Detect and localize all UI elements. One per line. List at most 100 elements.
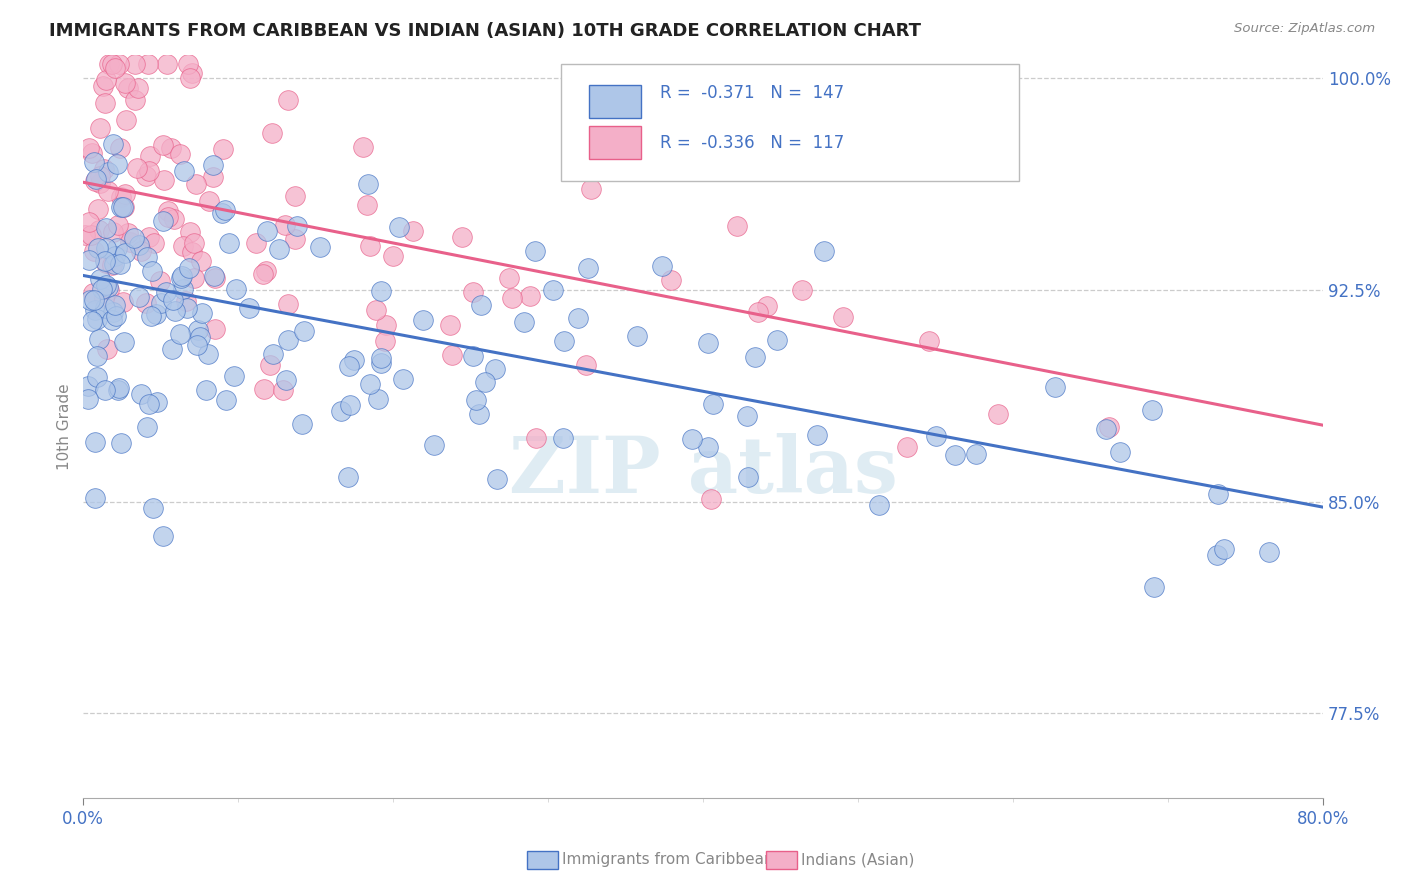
Point bbox=[107, 383, 129, 397]
Point bbox=[987, 407, 1010, 421]
Point bbox=[176, 56, 198, 70]
Point bbox=[105, 241, 128, 255]
Point bbox=[127, 81, 149, 95]
Point bbox=[89, 169, 111, 183]
Point bbox=[135, 296, 157, 310]
Point bbox=[211, 206, 233, 220]
Point bbox=[163, 303, 186, 318]
Point bbox=[179, 260, 201, 275]
Point bbox=[101, 313, 124, 327]
Point bbox=[108, 257, 131, 271]
Point bbox=[104, 249, 127, 263]
Point bbox=[86, 370, 108, 384]
Point bbox=[157, 204, 180, 219]
Point bbox=[468, 408, 491, 422]
Point bbox=[97, 164, 120, 178]
Point bbox=[274, 373, 297, 387]
Point bbox=[284, 189, 307, 203]
Point bbox=[84, 491, 107, 506]
Point bbox=[136, 251, 159, 265]
Point bbox=[1212, 541, 1234, 556]
Point bbox=[163, 212, 186, 227]
Point bbox=[269, 242, 291, 256]
Point bbox=[359, 376, 381, 391]
Point bbox=[392, 372, 415, 386]
Point bbox=[1205, 549, 1227, 563]
Text: ZIP atlas: ZIP atlas bbox=[509, 434, 897, 509]
Point bbox=[700, 492, 723, 507]
Point bbox=[107, 381, 129, 395]
Point bbox=[337, 470, 360, 484]
Point bbox=[77, 141, 100, 155]
Point bbox=[253, 382, 276, 396]
Point bbox=[152, 138, 174, 153]
Point bbox=[162, 293, 184, 307]
Point bbox=[402, 224, 425, 238]
Point bbox=[183, 271, 205, 285]
Point bbox=[183, 236, 205, 251]
Point bbox=[83, 435, 105, 450]
Point bbox=[79, 293, 101, 307]
Point bbox=[813, 244, 835, 258]
Point bbox=[181, 66, 204, 80]
Point bbox=[188, 330, 211, 344]
Point bbox=[204, 322, 226, 336]
Point bbox=[94, 301, 117, 315]
Point bbox=[170, 271, 193, 285]
Point bbox=[129, 387, 152, 401]
Point bbox=[100, 258, 122, 272]
Point bbox=[309, 240, 332, 254]
Point bbox=[501, 291, 523, 305]
Point bbox=[108, 56, 131, 70]
Point bbox=[197, 347, 219, 361]
Bar bbox=[589, 86, 641, 119]
Text: R =  -0.336   N =  117: R = -0.336 N = 117 bbox=[659, 134, 844, 152]
Point bbox=[97, 280, 120, 294]
Point bbox=[139, 310, 162, 324]
Point bbox=[681, 432, 703, 446]
Point bbox=[254, 263, 277, 277]
Point bbox=[512, 315, 534, 329]
Point bbox=[1098, 419, 1121, 434]
Point bbox=[725, 219, 748, 233]
Text: Indians (Asian): Indians (Asian) bbox=[801, 853, 915, 867]
FancyBboxPatch shape bbox=[561, 64, 1019, 181]
Point bbox=[198, 194, 221, 209]
Point bbox=[292, 324, 315, 338]
Point bbox=[201, 158, 224, 172]
Point bbox=[138, 397, 160, 411]
Point bbox=[114, 77, 136, 91]
Point bbox=[337, 359, 360, 374]
Point bbox=[80, 228, 103, 243]
Point bbox=[153, 173, 176, 187]
Point bbox=[76, 392, 98, 407]
Point bbox=[94, 220, 117, 235]
Point bbox=[832, 310, 855, 325]
Point bbox=[118, 235, 141, 249]
Point bbox=[806, 427, 828, 442]
Point bbox=[388, 219, 411, 234]
Point bbox=[101, 56, 124, 70]
Point bbox=[273, 383, 295, 397]
Point bbox=[356, 198, 378, 212]
Point bbox=[579, 182, 602, 196]
Point bbox=[114, 246, 136, 260]
Point bbox=[93, 161, 115, 176]
Point bbox=[896, 440, 918, 454]
Point bbox=[114, 112, 136, 127]
Point bbox=[110, 140, 132, 154]
Point bbox=[146, 395, 169, 409]
Point bbox=[176, 301, 198, 315]
Point bbox=[735, 409, 758, 424]
Point bbox=[212, 142, 235, 156]
Point bbox=[370, 356, 392, 370]
Point bbox=[238, 301, 260, 315]
Point bbox=[156, 56, 179, 70]
Point bbox=[277, 333, 299, 347]
Point bbox=[103, 257, 125, 271]
Point bbox=[105, 157, 128, 171]
Point bbox=[96, 277, 118, 292]
Point bbox=[152, 213, 174, 227]
Point bbox=[202, 269, 225, 284]
Point bbox=[89, 177, 111, 191]
